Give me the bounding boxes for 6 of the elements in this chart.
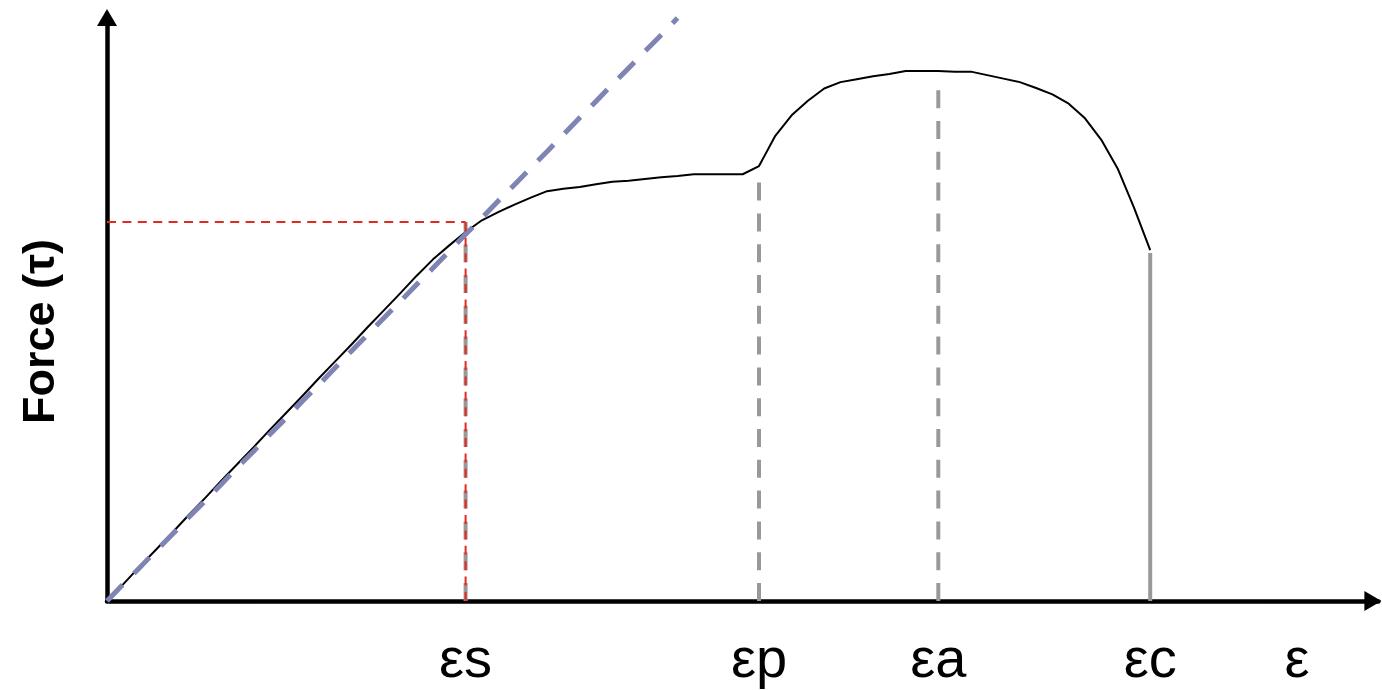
x-tick-label: ε <box>1284 625 1310 689</box>
x-tick-label: εp <box>730 625 788 689</box>
x-tick-label: εa <box>910 625 968 689</box>
x-tick-label: εs <box>439 625 493 689</box>
x-tick-label: εc <box>1123 625 1177 689</box>
y-axis-title: Force (τ) <box>13 238 64 425</box>
